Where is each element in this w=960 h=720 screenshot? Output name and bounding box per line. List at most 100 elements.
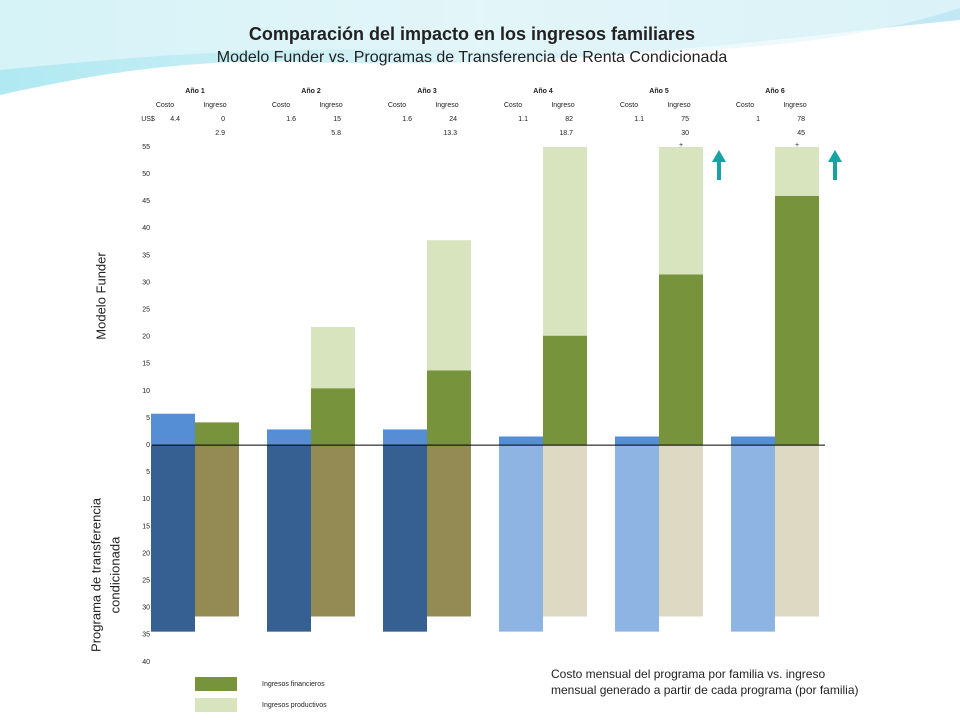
plus-label: + [795, 142, 799, 149]
cost-bar [151, 413, 195, 446]
program-cost-bar [151, 445, 195, 632]
up-arrow [712, 150, 726, 180]
year-header: Año 2 [301, 88, 321, 95]
income-bar [543, 335, 587, 446]
table-cell: 82 [565, 116, 573, 123]
sub-header: Ingreso [435, 102, 458, 109]
program-cost-bar [267, 445, 311, 632]
y-tick-label: 25 [142, 578, 150, 585]
y-tick-label: 45 [142, 198, 150, 205]
table-cell: 13.3 [443, 130, 457, 137]
table-cell: 0 [221, 116, 225, 123]
table-cell: 1 [756, 116, 760, 123]
legend-label: Ingresos financieros [262, 681, 325, 688]
y-tick-label: 35 [142, 252, 150, 259]
program-cost-bar [499, 445, 543, 632]
y-tick-label: 20 [142, 334, 150, 341]
program-income-bar [775, 445, 819, 617]
year-header: Año 5 [649, 88, 669, 95]
table-cell: 4.4 [170, 116, 180, 123]
table-cell: 18.7 [559, 130, 573, 137]
income-bar [775, 195, 819, 446]
y-tick-label: 30 [142, 279, 150, 286]
sub-header: Ingreso [667, 102, 690, 109]
plus-label: + [679, 142, 683, 149]
y-tick-label: 0 [146, 442, 150, 449]
income-bar [427, 370, 471, 446]
y-tick-label: 55 [142, 144, 150, 151]
note: mensual generado a partir de cada progra… [551, 683, 859, 697]
income-bar [659, 274, 703, 446]
cost-bar [731, 436, 775, 446]
sub-header: Costo [272, 102, 290, 109]
cost-bar [267, 429, 311, 446]
year-header: Año 1 [185, 88, 205, 95]
legend-label: Ingresos productivos [262, 702, 327, 709]
sub-header: Ingreso [551, 102, 574, 109]
chart-subtitle: Modelo Funder vs. Programas de Transfere… [217, 49, 728, 66]
table-cell: 78 [797, 116, 805, 123]
sub-header: Ingreso [319, 102, 342, 109]
y-tick-label: 40 [142, 659, 150, 666]
y-tick-label: 40 [142, 225, 150, 232]
program-income-bar [195, 445, 239, 617]
table-cell: 5.8 [331, 130, 341, 137]
y-tick-label: 50 [142, 171, 150, 178]
sub-header: Costo [156, 102, 174, 109]
program-income-bar [427, 445, 471, 617]
year-header: Año 4 [533, 88, 553, 95]
note: Costo mensual del programa por familia v… [551, 667, 825, 681]
currency-label: US$ [141, 116, 155, 123]
y-tick-label: 35 [142, 632, 150, 639]
y-tick-label: 5 [146, 469, 150, 476]
income-bar [659, 147, 703, 275]
table-cell: 1.6 [286, 116, 296, 123]
income-bar [311, 388, 355, 446]
chart-title: Comparación del impacto en los ingresos … [249, 24, 695, 44]
program-cost-bar [731, 445, 775, 632]
table-cell: 1.6 [402, 116, 412, 123]
background-wave [0, 0, 960, 70]
income-bar [543, 147, 587, 336]
y-tick-label: 25 [142, 306, 150, 313]
legend-swatch [195, 677, 237, 691]
table-cell: 75 [681, 116, 689, 123]
table-cell: 45 [797, 130, 805, 137]
table-cell: 15 [333, 116, 341, 123]
income-bar [775, 147, 819, 196]
sub-header: Costo [736, 102, 754, 109]
program-income-bar [543, 445, 587, 617]
sub-header: Costo [388, 102, 406, 109]
table-cell: 1.1 [518, 116, 528, 123]
sub-header: Ingreso [203, 102, 226, 109]
cost-bar [499, 436, 543, 446]
y-tick-label: 10 [142, 496, 150, 503]
y-tick-label: 15 [142, 361, 150, 368]
y-tick-label: 15 [142, 523, 150, 530]
cost-bar [615, 436, 659, 446]
table-cell: 24 [449, 116, 457, 123]
up-arrow [828, 150, 842, 180]
y-tick-label: 5 [146, 415, 150, 422]
y-tick-label: 20 [142, 550, 150, 557]
program-income-bar [659, 445, 703, 617]
program-cost-bar [615, 445, 659, 632]
cost-bar [383, 429, 427, 446]
side-label: Programa de transferencia [88, 497, 103, 652]
y-tick-label: 30 [142, 605, 150, 612]
income-bar [427, 240, 471, 371]
legend-swatch [195, 698, 237, 712]
year-header: Año 6 [765, 88, 785, 95]
year-header: Año 3 [417, 88, 437, 95]
table-cell: 2.9 [215, 130, 225, 137]
program-income-bar [311, 445, 355, 617]
sub-header: Ingreso [783, 102, 806, 109]
income-bar [311, 326, 355, 389]
table-cell: 30 [681, 130, 689, 137]
sub-header: Costo [620, 102, 638, 109]
table-cell: 1.1 [634, 116, 644, 123]
program-cost-bar [383, 445, 427, 632]
sub-header: Costo [504, 102, 522, 109]
y-tick-label: 10 [142, 388, 150, 395]
